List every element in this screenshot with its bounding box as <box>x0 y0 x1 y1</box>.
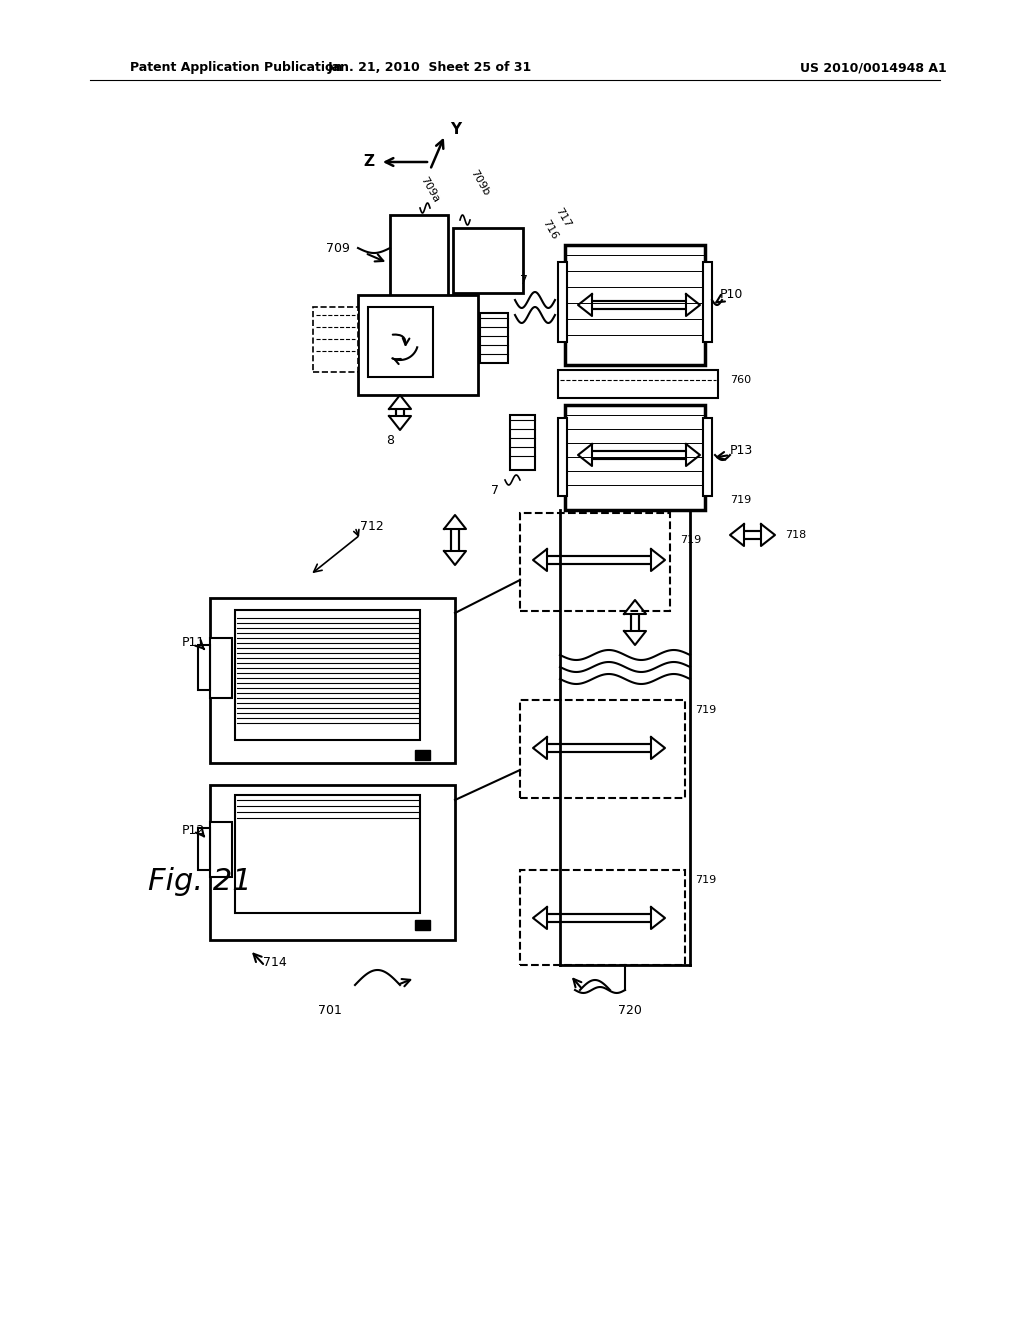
Text: 709b: 709b <box>469 168 492 198</box>
Text: 717: 717 <box>553 206 572 230</box>
Text: 8: 8 <box>386 433 394 446</box>
Text: 719: 719 <box>695 875 716 884</box>
Text: 719: 719 <box>730 495 752 506</box>
Text: 709: 709 <box>326 242 350 255</box>
Text: US 2010/0014948 A1: US 2010/0014948 A1 <box>800 62 947 74</box>
Text: P11: P11 <box>181 636 205 649</box>
Bar <box>390 215 449 305</box>
Bar <box>415 920 430 931</box>
Bar <box>520 870 685 965</box>
Bar <box>198 645 210 690</box>
Text: P12: P12 <box>181 824 205 837</box>
Bar <box>703 418 712 496</box>
Text: 712: 712 <box>360 520 384 533</box>
Bar <box>565 246 705 366</box>
Bar <box>453 228 523 293</box>
Bar <box>210 785 455 940</box>
Bar <box>313 308 358 372</box>
Bar <box>198 828 210 870</box>
Text: 709a: 709a <box>419 176 441 205</box>
Text: 719: 719 <box>695 705 716 715</box>
Bar <box>558 370 718 399</box>
Text: 720: 720 <box>618 1003 642 1016</box>
Bar <box>368 308 433 378</box>
Text: P13: P13 <box>730 444 754 457</box>
Bar <box>210 822 232 876</box>
Text: 714: 714 <box>263 957 287 969</box>
Bar <box>358 294 478 395</box>
Text: 718: 718 <box>785 531 806 540</box>
Text: P10: P10 <box>720 289 743 301</box>
Bar <box>565 405 705 510</box>
Bar <box>480 313 508 363</box>
Text: 701: 701 <box>318 1003 342 1016</box>
Bar <box>558 418 567 496</box>
Bar <box>703 261 712 342</box>
Text: 7: 7 <box>520 273 528 286</box>
Text: 719: 719 <box>680 535 701 545</box>
Bar <box>210 638 232 698</box>
Text: 7: 7 <box>490 483 499 496</box>
Bar <box>558 261 567 342</box>
Text: 716: 716 <box>541 218 559 242</box>
Bar <box>520 700 685 799</box>
Bar <box>234 610 420 741</box>
Bar <box>510 414 535 470</box>
Bar <box>415 750 430 760</box>
Text: Patent Application Publication: Patent Application Publication <box>130 62 342 74</box>
Text: 760: 760 <box>730 375 752 385</box>
Text: Jan. 21, 2010  Sheet 25 of 31: Jan. 21, 2010 Sheet 25 of 31 <box>328 62 532 74</box>
Text: Y: Y <box>450 123 461 137</box>
Bar <box>210 598 455 763</box>
Text: Z: Z <box>362 154 374 169</box>
Bar <box>520 513 670 611</box>
Bar <box>234 795 420 913</box>
Text: Fig. 21: Fig. 21 <box>148 867 252 896</box>
